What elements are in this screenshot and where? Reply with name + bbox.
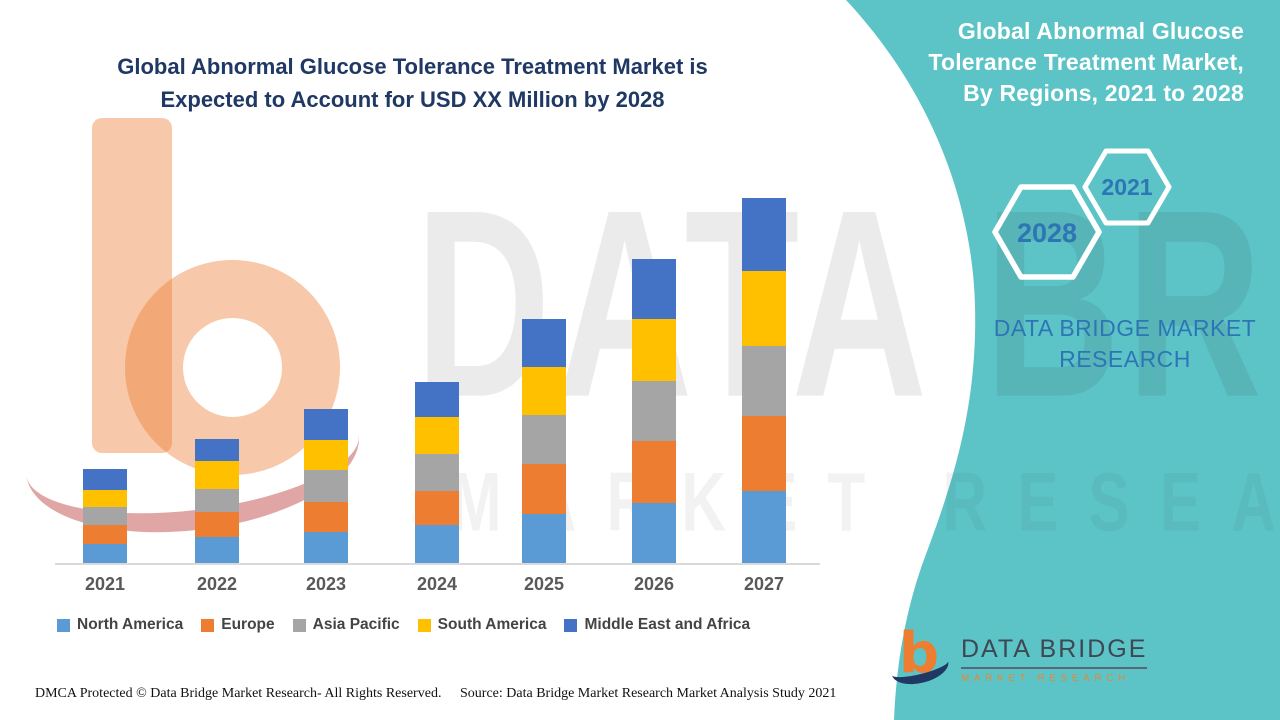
- bar-plot: [55, 190, 825, 563]
- logo-b-glyph: b: [899, 621, 940, 686]
- bar-segment-asia-pacific: [742, 346, 786, 416]
- chart-legend: North America Europe Asia Pacific South Ame…: [57, 616, 750, 634]
- logo-swoosh-shape: [888, 646, 952, 690]
- side-panel-title-line-3: By Regions, 2021 to 2028: [963, 80, 1244, 106]
- bar-segment-south-america: [522, 367, 566, 415]
- bar-segment-middle-east-and-africa: [522, 319, 566, 367]
- x-axis-label-2025: 2025: [523, 574, 565, 594]
- bar-segment-north-america: [632, 503, 676, 563]
- hexagon-2028-label: 2028: [1017, 218, 1077, 248]
- hexagon-2021: [1082, 148, 1172, 226]
- company-logo: b DATA BRIDGE MARKET RESEARCH: [888, 621, 1148, 693]
- brand-wordmark-line-2: RESEARCH: [1059, 346, 1191, 372]
- bar-segment-south-america: [83, 490, 127, 507]
- bar-stack-2023: [304, 409, 348, 563]
- source-note: Source: Data Bridge Market Research Mark…: [460, 686, 837, 701]
- bar-segment-europe: [632, 441, 676, 503]
- side-panel-title-line-1: Global Abnormal Glucose: [957, 18, 1244, 44]
- bar-stack-2027: [742, 198, 786, 563]
- bar-stack-2026: [632, 259, 676, 563]
- legend-swatch: [292, 618, 306, 632]
- x-axis-labels: 2021 2022 2023 2024 2025 2026 2027: [55, 574, 825, 600]
- legend-item-middle-east-and-africa: Middle East and Africa: [564, 616, 750, 634]
- legend-item-south-america: South America: [417, 616, 547, 634]
- bar-stack-2022: [195, 439, 239, 563]
- brand-wordmark-line-1: DATA BRIDGE MARKET: [993, 315, 1257, 341]
- company-logo-icon: b: [888, 621, 952, 693]
- legend-swatch: [201, 618, 215, 632]
- bar-segment-north-america: [415, 525, 459, 563]
- legend-label: Middle East and Africa: [584, 616, 751, 633]
- bar-segment-europe: [415, 491, 459, 525]
- bar-segment-asia-pacific: [522, 415, 566, 464]
- bar-segment-middle-east-and-africa: [415, 382, 459, 417]
- side-panel-title-line-2: Tolerance Treatment Market,: [928, 49, 1244, 75]
- x-axis-label-2024: 2024: [416, 574, 458, 594]
- x-axis-label-2022: 2022: [196, 574, 238, 594]
- bar-segment-europe: [83, 525, 127, 544]
- company-logo-name: DATA BRIDGE: [961, 635, 1148, 669]
- bar-segment-south-america: [415, 417, 459, 454]
- bar-segment-middle-east-and-africa: [742, 198, 786, 271]
- company-logo-subtitle: MARKET RESEARCH: [961, 673, 1130, 684]
- hexagon-2021-label: 2021: [1101, 174, 1152, 200]
- legend-swatch: [564, 618, 578, 632]
- chart-title-line-1: Global Abnormal Glucose Tolerance Treatm…: [117, 54, 708, 79]
- chart-title: Global Abnormal Glucose Tolerance Treatm…: [85, 50, 740, 116]
- bar-segment-asia-pacific: [632, 381, 676, 441]
- bar-segment-middle-east-and-africa: [304, 409, 348, 440]
- bar-segment-north-america: [742, 491, 786, 563]
- bar-segment-north-america: [83, 544, 127, 563]
- bar-stack-2024: [415, 382, 459, 563]
- legend-item-asia-pacific: Asia Pacific: [292, 616, 400, 634]
- bar-segment-middle-east-and-africa: [632, 259, 676, 319]
- bar-segment-south-america: [304, 440, 348, 470]
- legend-item-europe: Europe: [201, 616, 275, 634]
- bar-segment-europe: [195, 512, 239, 537]
- bar-segment-middle-east-and-africa: [83, 469, 127, 490]
- x-axis-label-2021: 2021: [84, 574, 126, 594]
- bar-segment-middle-east-and-africa: [195, 439, 239, 461]
- legend-label: South America: [437, 616, 547, 633]
- hexagon-2028: [992, 184, 1102, 280]
- teal-swoosh-shape: [846, 0, 1280, 720]
- bar-segment-north-america: [304, 532, 348, 563]
- x-axis-label-2027: 2027: [743, 574, 785, 594]
- bar-segment-south-america: [742, 271, 786, 346]
- bar-segment-europe: [304, 502, 348, 532]
- x-axis-line: [55, 563, 820, 565]
- side-panel-title: Global Abnormal Glucose Tolerance Treatm…: [874, 16, 1244, 109]
- legend-label: North America: [77, 616, 184, 633]
- bar-segment-north-america: [522, 514, 566, 563]
- x-axis-label-2023: 2023: [305, 574, 347, 594]
- bar-segment-europe: [522, 464, 566, 514]
- bar-segment-asia-pacific: [83, 507, 127, 525]
- legend-item-north-america: North America: [57, 616, 183, 634]
- bar-segment-asia-pacific: [195, 489, 239, 512]
- bar-stack-2021: [83, 469, 127, 563]
- bar-segment-south-america: [195, 461, 239, 489]
- bar-stack-2025: [522, 319, 566, 563]
- bar-segment-asia-pacific: [415, 454, 459, 491]
- chart-title-line-2: Expected to Account for USD XX Million b…: [160, 87, 665, 112]
- x-axis-label-2026: 2026: [633, 574, 675, 594]
- legend-label: Asia Pacific: [312, 616, 400, 633]
- brand-wordmark: DATA BRIDGE MARKET RESEARCH: [965, 313, 1280, 375]
- bar-segment-asia-pacific: [304, 470, 348, 502]
- bar-segment-europe: [742, 416, 786, 491]
- dmca-notice: DMCA Protected © Data Bridge Market Rese…: [35, 686, 442, 701]
- legend-swatch: [417, 618, 431, 632]
- legend-swatch: [57, 618, 70, 632]
- bar-segment-south-america: [632, 319, 676, 381]
- legend-label: Europe: [221, 616, 275, 633]
- bar-segment-north-america: [195, 537, 239, 563]
